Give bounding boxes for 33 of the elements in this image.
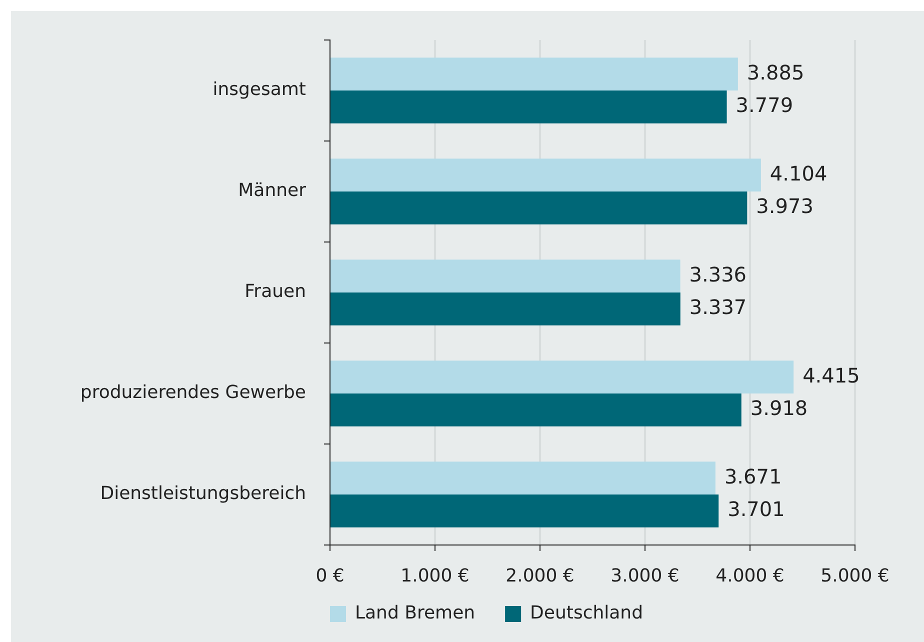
x-tick-label: 3.000 € [610, 565, 680, 586]
data-label: 3.973 [756, 194, 814, 218]
x-tick-label: 5.000 € [820, 565, 890, 586]
x-tick-label: 4.000 € [716, 565, 784, 586]
data-label: 3.671 [724, 464, 782, 488]
y-tick-label: Frauen [244, 281, 306, 302]
bar [330, 494, 719, 528]
y-tick-label: produzierendes Gewerbe [80, 382, 306, 404]
data-label: 4.104 [770, 161, 828, 186]
data-label: 3.885 [746, 60, 804, 84]
x-tick-label: 0 € [316, 565, 344, 586]
bar [330, 158, 761, 192]
y-tick-label: Dienstleistungsbereich [100, 483, 306, 504]
legend-label: Deutschland [530, 602, 644, 624]
bar [330, 394, 742, 426]
bar [330, 90, 727, 124]
y-tick-label: insgesamt [212, 79, 306, 100]
data-label: 4.415 [802, 363, 860, 388]
data-label: 3.701 [728, 497, 785, 522]
legend-label: Land Bremen [355, 602, 476, 624]
x-tick-label: 1.000 € [400, 565, 470, 586]
bar [330, 360, 794, 394]
bar [330, 292, 680, 326]
data-label: 3.779 [736, 93, 794, 118]
data-label: 3.918 [750, 396, 808, 420]
bar [330, 58, 738, 90]
bar [330, 462, 716, 494]
x-tick-label: 2.000 € [506, 565, 574, 586]
bar [330, 260, 680, 292]
bar [330, 192, 748, 224]
y-tick-label: Männer [238, 180, 307, 202]
data-label: 3.336 [689, 262, 747, 286]
data-label: 3.337 [689, 295, 747, 320]
